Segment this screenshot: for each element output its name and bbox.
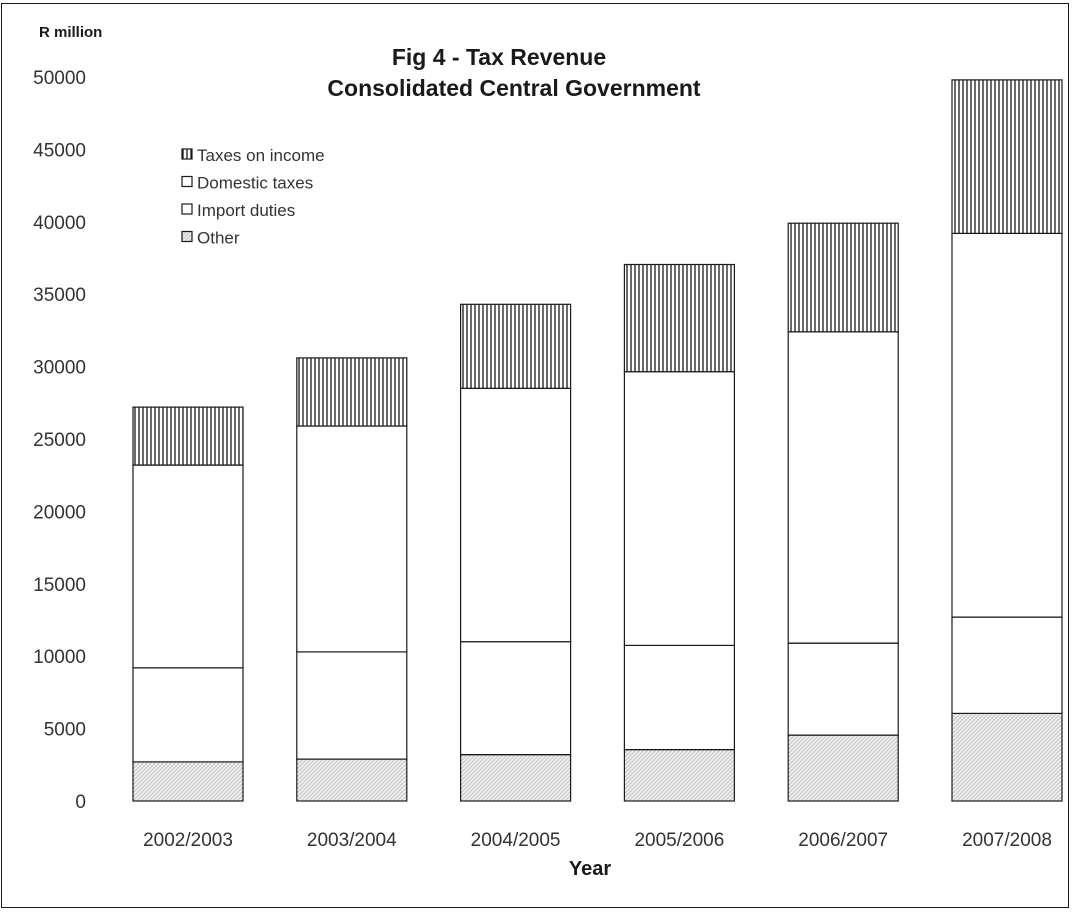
legend-swatch-import-duties [181, 203, 193, 215]
x-tick-label: 2004/2005 [471, 830, 561, 851]
bar-segment-domestic-taxes [132, 464, 244, 669]
bar-segment-import-duties [787, 642, 899, 736]
x-axis-label: Year [569, 858, 611, 880]
y-tick-label: 5000 [44, 720, 86, 741]
x-tick-label: 2003/2004 [307, 830, 397, 851]
y-tick-label: 10000 [33, 647, 86, 668]
y-tick-label: 25000 [33, 430, 86, 451]
bar-group [132, 79, 1063, 802]
bar-segment-taxes-on-income [132, 406, 244, 466]
bar-segment-other [787, 734, 899, 802]
bar-segment-import-duties [623, 644, 736, 751]
y-tick-label: 0 [75, 792, 86, 813]
legend-label-domestic-taxes: Domestic taxes [197, 174, 313, 193]
bar-segment-import-duties [460, 641, 572, 756]
legend-label-taxes-on-income: Taxes on income [197, 146, 325, 165]
bar-segment-other [623, 748, 736, 802]
bar-segment-import-duties [296, 651, 408, 760]
legend-label-other: Other [197, 229, 240, 248]
bar-segment-taxes-on-income [787, 222, 899, 333]
legend: Taxes on income Domestic taxes Import duti… [181, 146, 325, 248]
bar-segment-taxes-on-income [623, 263, 736, 373]
legend-swatch-taxes-on-income [181, 148, 193, 160]
bar-segment-domestic-taxes [460, 387, 572, 643]
y-tick-label: 15000 [33, 575, 86, 596]
y-tick-label: 30000 [33, 358, 86, 379]
bar-segment-domestic-taxes [951, 232, 1063, 618]
bar-segment-domestic-taxes [296, 425, 408, 653]
bar-segment-taxes-on-income [460, 303, 572, 389]
y-tick-label: 35000 [33, 285, 86, 306]
bar-segment-other [460, 754, 572, 802]
bar-segment-domestic-taxes [623, 371, 736, 647]
y-axis-ticks: 0 5000 10000 15000 20000 25000 30000 35000 40000… [33, 68, 86, 813]
y-tick-label: 50000 [33, 68, 86, 89]
legend-swatch-other [181, 230, 193, 243]
legend-swatch-domestic-taxes [181, 175, 193, 188]
bar-segment-other [951, 712, 1063, 802]
tax-revenue-chart: R million Fig 4 - Tax Revenue Consolidat… [33, 24, 1063, 880]
x-tick-label: 2006/2007 [798, 830, 888, 851]
y-unit-label: R million [39, 24, 102, 41]
bar-segment-taxes-on-income [951, 79, 1063, 235]
y-tick-label: 45000 [33, 140, 86, 161]
x-axis-categories: 2002/2003 2003/2004 2004/2005 2005/2006 2006… [143, 830, 1052, 851]
bar-segment-other [296, 758, 408, 802]
y-tick-label: 20000 [33, 502, 86, 523]
x-tick-label: 2005/2006 [634, 830, 724, 851]
chart-title-line1: Fig 4 - Tax Revenue [392, 44, 606, 70]
x-tick-label: 2002/2003 [143, 830, 233, 851]
bar-segment-import-duties [132, 667, 244, 763]
bar-segment-import-duties [951, 616, 1063, 714]
bar-segment-domestic-taxes [787, 331, 899, 644]
x-tick-label: 2007/2008 [962, 830, 1052, 851]
legend-label-import-duties: Import duties [197, 201, 295, 220]
chart-frame: R million Fig 4 - Tax Revenue Consolidat… [1, 3, 1069, 908]
bar-segment-other [132, 761, 244, 802]
y-tick-label: 40000 [33, 213, 86, 234]
chart-title-line2: Consolidated Central Government [327, 75, 701, 101]
bar-segment-taxes-on-income [296, 357, 408, 427]
